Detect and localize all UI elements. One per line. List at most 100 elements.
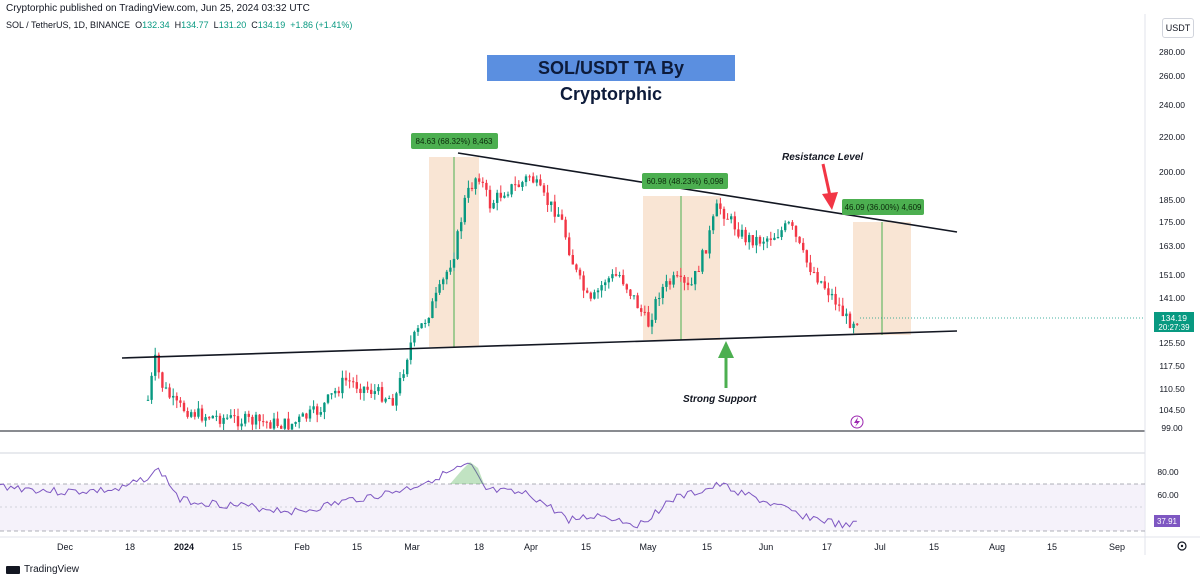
candle-body xyxy=(276,418,279,427)
settings-icon[interactable] xyxy=(1177,541,1187,551)
open-label: O xyxy=(135,20,143,30)
candle-body xyxy=(722,208,726,219)
price-tick-label: 163.00 xyxy=(1159,241,1185,251)
candle-body xyxy=(247,413,250,417)
candle-body xyxy=(434,292,438,302)
candle-body xyxy=(452,258,456,268)
candle-body xyxy=(503,195,506,198)
candle-body xyxy=(557,214,560,217)
candle-body xyxy=(838,304,841,306)
footer-brand[interactable]: TradingView xyxy=(24,564,80,575)
close-value: 134.19 xyxy=(257,20,286,30)
price-tick-label: 125.50 xyxy=(1159,338,1185,348)
candle-body xyxy=(614,274,618,276)
candle-body xyxy=(604,282,607,286)
candle-body xyxy=(791,222,794,226)
candle-body xyxy=(211,415,214,419)
candle-body xyxy=(168,387,171,398)
candle-body xyxy=(272,418,276,429)
candle-body xyxy=(751,235,754,246)
currency-button[interactable]: USDT xyxy=(1162,18,1194,38)
candle-body xyxy=(532,176,535,183)
symbol-name[interactable]: SOL / TetherUS, 1D, BINANCE xyxy=(6,20,131,30)
price-tick-label: 104.50 xyxy=(1159,405,1185,415)
candle-body xyxy=(251,416,254,425)
candle-body xyxy=(319,412,322,415)
change-value: +1.86 (+1.41%) xyxy=(290,20,353,30)
candle-body xyxy=(568,237,571,256)
candle-body xyxy=(316,406,319,415)
resistance-label: Resistance Level xyxy=(782,152,863,163)
candle-body xyxy=(773,237,776,240)
candle-body xyxy=(629,289,632,296)
candle-body xyxy=(258,414,261,422)
candle-body xyxy=(636,295,639,309)
candle-body xyxy=(683,276,686,283)
candle-body xyxy=(640,308,643,312)
time-axis[interactable]: Dec 18 2024 15 Feb 15 Mar 18 Apr 15 May 15 Jun 17 Jul 1… xyxy=(57,542,1125,552)
time-tick-label: 17 xyxy=(822,542,832,552)
candle-body xyxy=(359,388,362,394)
candle-body xyxy=(175,395,178,401)
low-value: 131.20 xyxy=(218,20,247,30)
support-trendline xyxy=(121,330,958,359)
price-tag: 134.19 xyxy=(1161,313,1187,323)
candle-body xyxy=(226,417,229,419)
banner-title: SOL/USDT TA By Cryptorphic xyxy=(487,55,735,104)
price-tick-label: 280.00 xyxy=(1159,47,1185,57)
candle-body xyxy=(658,298,661,300)
tradingview-logo-icon xyxy=(6,565,20,574)
candle-body xyxy=(546,192,549,205)
rsi-tag-box xyxy=(1154,515,1180,527)
symbol-legend: SOL / TetherUS, 1D, BINANCE O132.34 H134… xyxy=(6,20,352,30)
candle-body xyxy=(845,313,848,317)
resistance-arrow xyxy=(821,163,838,210)
footer: TradingView xyxy=(6,564,79,575)
candle-body xyxy=(647,312,650,327)
candle-body xyxy=(690,284,693,286)
candle-body xyxy=(820,281,823,283)
candle-body xyxy=(506,194,510,196)
candle-body xyxy=(672,275,675,285)
candle-body xyxy=(665,281,668,287)
candle-body xyxy=(406,359,409,375)
candle-body xyxy=(352,381,355,383)
candle-body xyxy=(848,313,852,328)
time-tick-label: Dec xyxy=(57,542,74,552)
candle-body xyxy=(762,241,765,244)
candle-body xyxy=(265,421,268,423)
candle-body xyxy=(157,354,160,373)
candle-body xyxy=(380,387,384,402)
candle-body xyxy=(481,181,484,183)
measure-ranges xyxy=(429,157,911,347)
price-tick-label: 117.50 xyxy=(1159,361,1185,371)
candles xyxy=(146,172,859,430)
price-axis[interactable]: 280.00 260.00 240.00 220.00 200.00 185.00 175.… xyxy=(1159,47,1185,433)
candle-body xyxy=(798,236,801,243)
candle-body xyxy=(391,398,394,406)
lightning-icon[interactable] xyxy=(850,415,864,429)
rsi-tick-label: 60.00 xyxy=(1157,490,1179,500)
candle-body xyxy=(758,236,762,244)
candle-body xyxy=(755,236,758,246)
low-label: L xyxy=(213,20,219,30)
candle-body xyxy=(499,192,502,198)
candle-body xyxy=(283,418,286,429)
candle-body xyxy=(416,328,420,332)
candle-body xyxy=(402,374,405,378)
candle-body xyxy=(150,375,153,400)
time-tick-label: May xyxy=(639,542,657,552)
candle-body xyxy=(301,413,304,417)
candle-body xyxy=(190,412,193,417)
time-tick-label: 18 xyxy=(125,542,135,552)
candle-body xyxy=(186,411,189,417)
candle-body xyxy=(571,255,574,265)
candle-body xyxy=(326,394,330,403)
publish-info: Cryptorphic published on TradingView.com… xyxy=(6,3,310,14)
candle-body xyxy=(377,387,380,392)
candle-body xyxy=(424,322,427,324)
high-label: H xyxy=(174,20,182,30)
candle-body xyxy=(600,285,603,291)
candle-body xyxy=(384,398,387,402)
